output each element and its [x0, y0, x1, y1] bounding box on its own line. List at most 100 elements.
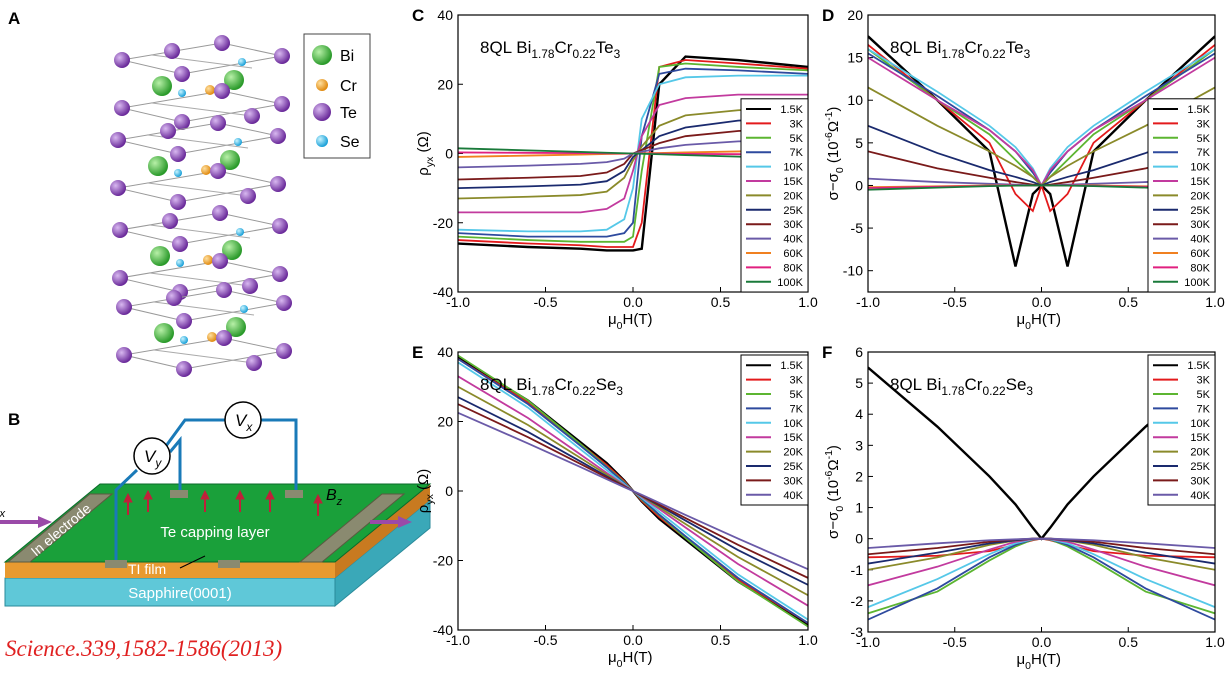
text-segment: ): [825, 445, 842, 450]
crystal-layer: [115, 281, 293, 378]
legend-label: 20K: [783, 190, 803, 202]
text-segment: 1.78: [941, 47, 965, 61]
data-line: [458, 93, 808, 214]
text-segment: μ: [1017, 651, 1026, 668]
series-group: [458, 55, 808, 252]
legend-label: 30K: [783, 475, 803, 487]
text-segment: ): [825, 107, 842, 112]
legend-label: 5K: [1197, 133, 1211, 145]
panel-letter: E: [412, 343, 423, 362]
legend-label: 25K: [783, 205, 803, 217]
legend-label: 40K: [783, 234, 803, 246]
text-segment: Cr: [555, 38, 573, 57]
legend-label: 7K: [790, 147, 804, 159]
x-tick-label: -0.5: [533, 632, 557, 648]
data-line: [458, 411, 808, 571]
contact: [285, 490, 303, 498]
legend-label: 80K: [783, 262, 803, 274]
atom-icon: [312, 45, 332, 65]
text-segment: (Ω): [415, 131, 432, 156]
text-segment: 8QL Bi: [890, 38, 941, 57]
text-segment: 8QL Bi: [480, 375, 531, 394]
text-segment: 3: [1026, 384, 1033, 398]
y-tick-label: 0: [855, 177, 863, 193]
data-line: [458, 74, 808, 233]
legend-label: 7K: [790, 403, 804, 415]
atom-label: Cr: [340, 78, 358, 95]
text-segment: Te: [596, 38, 614, 57]
x-tick-label: 0.0: [1032, 294, 1052, 310]
text-segment: 0.22: [572, 384, 596, 398]
x-tick-label: 0.5: [711, 632, 731, 648]
text-segment: -1: [823, 111, 835, 120]
contact: [218, 560, 240, 568]
y-tick-label: -40: [433, 622, 453, 638]
capping-label: Te capping layer: [160, 524, 269, 541]
crystal-layer: [113, 34, 291, 131]
x-tick-label: 1.0: [798, 294, 818, 310]
text-segment: yx: [424, 156, 436, 167]
legend-label: 80K: [1190, 262, 1210, 274]
y-axis-label: ρyx (Ω): [415, 469, 436, 513]
text-segment: 8QL Bi: [890, 375, 941, 394]
chart: F -1.0 -0.5 0.0 0.5 1.0 -3 -2 -1 0 1 2 3 4 5 6 8QL Bi1.7…: [822, 343, 1225, 672]
text-segment: H(T): [623, 311, 653, 328]
legend-label: 10K: [783, 162, 803, 174]
current-arrow-head: [398, 516, 412, 528]
text-segment: 3: [616, 384, 623, 398]
legend-label: 25K: [1190, 205, 1210, 217]
atom-icon: [313, 103, 331, 121]
legend-label: 40K: [1190, 490, 1210, 502]
y-tick-label: 6: [855, 344, 863, 360]
legend-label: 5K: [790, 133, 804, 145]
legend-label: 60K: [1190, 248, 1210, 260]
current-label: Ix: [0, 499, 5, 520]
legend-label: 40K: [783, 490, 803, 502]
text-segment: 0: [1025, 660, 1031, 672]
film-layers: [335, 484, 430, 578]
text-segment: Cr: [965, 38, 983, 57]
citation: Science.339,1582-1586(2013): [5, 636, 282, 661]
text-segment: V: [144, 447, 157, 466]
text-segment: H(T): [623, 649, 653, 666]
text-segment: σ−σ: [825, 172, 842, 200]
electrode: [298, 493, 406, 563]
text-segment: 8QL Bi: [480, 38, 531, 57]
data-line: [458, 105, 808, 200]
panel-letter: D: [822, 6, 834, 25]
current-arrow-head: [38, 516, 52, 528]
series-group: [458, 354, 808, 628]
legend-label: 25K: [783, 461, 803, 473]
legend-label: 10K: [1190, 162, 1210, 174]
legend-label: 100K: [777, 277, 803, 289]
legend-label: 30K: [783, 219, 803, 231]
text-segment: μ: [608, 649, 617, 666]
text-segment: 0: [834, 506, 846, 512]
legend-label: 3K: [1197, 118, 1211, 130]
y-tick-label: 20: [437, 76, 453, 92]
legend-label: 1.5K: [1187, 360, 1210, 372]
y-axis-label: ρyx (Ω): [415, 131, 436, 175]
text-segment: ρ: [415, 505, 432, 514]
chart: C -1.0 -0.5 0.0 0.5 1.0 -40 -20 0 20 40 8QL Bi1.78C…: [412, 6, 818, 332]
data-line: [868, 537, 1215, 621]
legend-label: 10K: [783, 418, 803, 430]
data-line: [868, 537, 1215, 587]
text-segment: -6: [823, 132, 835, 141]
text-segment: B: [326, 487, 337, 504]
legend-label: 5K: [1197, 389, 1211, 401]
legend-label: 3K: [1197, 375, 1211, 387]
text-segment: 3: [1024, 47, 1031, 61]
text-segment: (10: [825, 141, 842, 167]
data-line: [868, 537, 1215, 549]
series-group: [868, 35, 1215, 267]
x-tick-label: 0.0: [623, 294, 643, 310]
data-line: [868, 537, 1215, 556]
legend-label: 1.5K: [780, 104, 803, 116]
legend-label: 60K: [783, 248, 803, 260]
text-segment: μ: [1017, 311, 1026, 328]
x-axis-label: μ0H(T): [608, 311, 653, 332]
x-tick-label: -0.5: [533, 294, 557, 310]
text-segment: H(T): [1031, 311, 1061, 328]
y-tick-label: -3: [851, 624, 864, 640]
